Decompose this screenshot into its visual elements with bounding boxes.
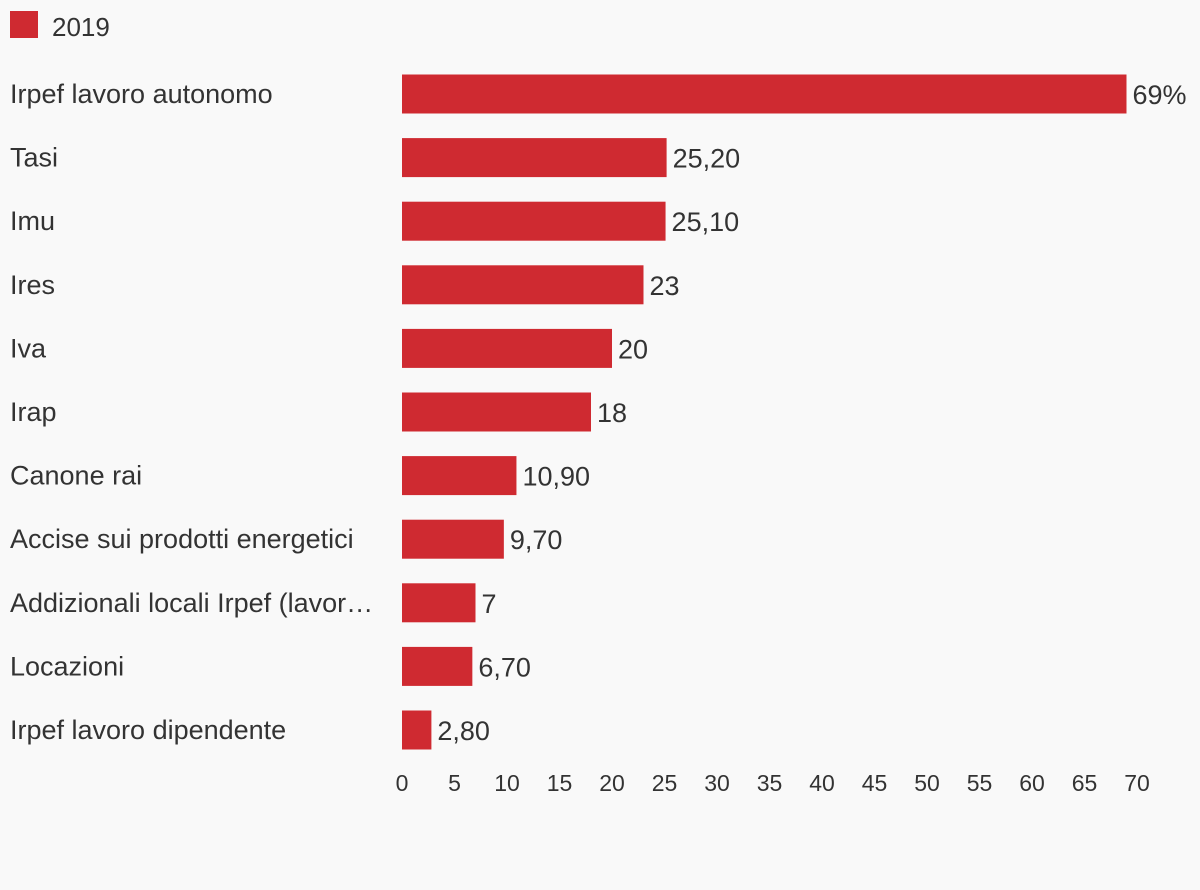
data-label: 25,10	[672, 207, 740, 237]
data-label: 9,70	[510, 525, 563, 555]
bar	[402, 328, 612, 368]
data-label: 25,20	[673, 144, 741, 174]
category-label: Imu	[10, 206, 55, 236]
data-label: 20	[618, 334, 648, 364]
bars	[402, 74, 1127, 750]
x-tick-label: 0	[396, 770, 409, 796]
x-tick-label: 60	[1019, 770, 1045, 796]
x-tick-label: 5	[448, 770, 461, 796]
legend-label: 2019	[52, 11, 110, 42]
x-tick-label: 70	[1124, 770, 1150, 796]
legend-swatch	[10, 10, 38, 38]
bar	[402, 519, 504, 559]
category-label: Locazioni	[10, 651, 124, 681]
bar	[402, 646, 473, 686]
x-tick-label: 50	[914, 770, 940, 796]
legend: 2019	[10, 10, 110, 44]
data-label: 2,80	[437, 716, 490, 746]
x-tick-label: 65	[1072, 770, 1098, 796]
x-tick-label: 25	[652, 770, 678, 796]
x-axis-ticks: 0 5 10 15 20 25 30 35 40 45 50 55 60 65 70	[396, 770, 1150, 796]
bar	[402, 392, 591, 432]
value-labels: 69% 25,20 25,10 23 20 18 10,90 9,70 7 6,70 2,80	[437, 80, 1186, 746]
bar	[402, 456, 517, 496]
data-label: 6,70	[478, 652, 531, 682]
category-label: Tasi	[10, 143, 58, 173]
data-label: 10,90	[522, 462, 590, 492]
bar	[402, 74, 1127, 114]
data-label: 7	[482, 589, 497, 619]
x-tick-label: 55	[967, 770, 993, 796]
data-label: 69%	[1133, 80, 1187, 110]
x-tick-label: 20	[599, 770, 625, 796]
x-tick-label: 40	[809, 770, 835, 796]
category-labels: Irpef lavoro autonomo Tasi Imu Ires Iva Irap C…	[10, 79, 373, 745]
data-label: 18	[597, 398, 627, 428]
x-tick-label: 10	[494, 770, 520, 796]
category-label: Irap	[10, 397, 57, 427]
bar	[402, 201, 666, 241]
bar	[402, 710, 432, 750]
category-label: Irpef lavoro autonomo	[10, 79, 273, 109]
bar	[402, 265, 644, 305]
category-label: Accise sui prodotti energetici	[10, 524, 354, 554]
bar	[402, 138, 667, 178]
category-label: Iva	[10, 333, 47, 363]
bar	[402, 583, 476, 623]
category-label: Canone rai	[10, 461, 142, 491]
x-tick-label: 45	[862, 770, 888, 796]
data-label: 23	[650, 271, 680, 301]
category-label: Addizionali locali Irpef (lavor…	[10, 588, 373, 618]
x-tick-label: 30	[704, 770, 730, 796]
x-tick-label: 35	[757, 770, 783, 796]
category-label: Irpef lavoro dipendente	[10, 715, 286, 745]
category-label: Ires	[10, 270, 55, 300]
x-tick-label: 15	[547, 770, 573, 796]
